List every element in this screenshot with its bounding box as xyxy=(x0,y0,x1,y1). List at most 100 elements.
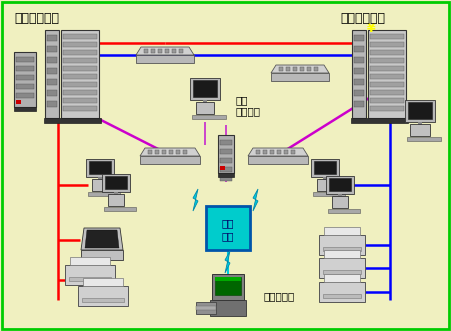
Bar xyxy=(82,298,124,302)
Polygon shape xyxy=(193,189,198,211)
Text: 診療所端末: 診療所端末 xyxy=(264,291,295,301)
Bar xyxy=(319,258,365,278)
Bar xyxy=(63,90,97,95)
Bar xyxy=(307,67,311,71)
Bar xyxy=(293,67,297,71)
Bar xyxy=(286,67,290,71)
Polygon shape xyxy=(271,65,329,73)
Bar xyxy=(63,98,97,103)
Bar xyxy=(206,206,250,250)
Bar xyxy=(354,79,364,85)
Bar xyxy=(277,150,281,154)
Bar xyxy=(83,278,123,286)
Bar xyxy=(370,82,404,87)
Bar xyxy=(263,150,267,154)
Bar xyxy=(410,124,430,136)
Bar xyxy=(63,42,97,47)
Bar xyxy=(16,93,34,98)
Bar xyxy=(319,235,365,255)
Bar xyxy=(63,58,97,63)
Bar xyxy=(102,174,130,192)
Bar xyxy=(324,227,360,235)
Bar xyxy=(329,178,351,191)
Bar xyxy=(47,68,57,74)
Bar xyxy=(192,115,226,119)
Bar xyxy=(279,67,283,71)
Text: ¥: ¥ xyxy=(367,22,375,34)
Bar xyxy=(16,57,34,62)
Bar xyxy=(151,49,155,53)
Bar xyxy=(70,257,110,265)
Bar xyxy=(418,122,422,126)
Bar xyxy=(196,302,216,314)
Bar xyxy=(313,192,345,196)
Bar xyxy=(16,100,21,104)
Polygon shape xyxy=(225,251,230,273)
Polygon shape xyxy=(85,230,119,248)
Bar xyxy=(89,161,111,174)
Bar xyxy=(256,150,260,154)
Bar xyxy=(148,150,152,154)
Bar xyxy=(354,101,364,107)
Bar xyxy=(324,250,360,258)
Bar xyxy=(314,161,336,174)
Bar xyxy=(88,192,120,196)
Bar xyxy=(165,49,169,53)
Bar xyxy=(407,137,441,141)
Bar xyxy=(370,50,404,55)
Text: 公衆: 公衆 xyxy=(222,218,234,228)
Polygon shape xyxy=(81,228,123,250)
Bar xyxy=(370,66,404,71)
Bar xyxy=(190,78,220,100)
Bar xyxy=(271,73,329,81)
Bar xyxy=(220,158,232,163)
Polygon shape xyxy=(140,148,200,156)
Polygon shape xyxy=(248,148,308,156)
Bar xyxy=(370,106,404,111)
Bar xyxy=(45,30,59,118)
Text: 医院
システム: 医院 システム xyxy=(235,95,260,117)
Bar xyxy=(352,30,366,118)
Polygon shape xyxy=(136,47,194,55)
Bar xyxy=(220,140,232,145)
Bar xyxy=(16,66,34,71)
Bar xyxy=(218,173,234,177)
Bar xyxy=(196,306,216,310)
Bar xyxy=(16,75,34,80)
Bar xyxy=(314,67,318,71)
Bar xyxy=(405,100,435,122)
Bar xyxy=(215,277,241,295)
Bar xyxy=(210,300,246,316)
Bar xyxy=(158,49,162,53)
Bar xyxy=(300,67,304,71)
Bar xyxy=(220,167,232,172)
Bar xyxy=(14,52,36,107)
Bar xyxy=(104,207,136,211)
Bar xyxy=(47,79,57,85)
Bar xyxy=(44,118,101,123)
Bar xyxy=(176,150,180,154)
Bar xyxy=(144,49,148,53)
Bar xyxy=(179,49,183,53)
Bar xyxy=(370,90,404,95)
Bar xyxy=(220,149,232,154)
Bar xyxy=(63,66,97,71)
Bar xyxy=(196,102,214,114)
Bar xyxy=(370,34,404,39)
Bar xyxy=(368,30,406,118)
Bar xyxy=(354,68,364,74)
Bar xyxy=(63,50,97,55)
Bar xyxy=(14,107,36,111)
Text: 回線: 回線 xyxy=(222,231,234,241)
Bar xyxy=(354,35,364,41)
Bar xyxy=(351,118,408,123)
Bar xyxy=(108,194,124,206)
Bar xyxy=(63,34,97,39)
Bar xyxy=(63,82,97,87)
Text: 検査システム: 検査システム xyxy=(340,12,385,25)
Bar xyxy=(270,150,274,154)
Bar xyxy=(98,177,102,181)
Bar xyxy=(63,74,97,79)
Bar xyxy=(183,150,187,154)
Bar xyxy=(370,74,404,79)
